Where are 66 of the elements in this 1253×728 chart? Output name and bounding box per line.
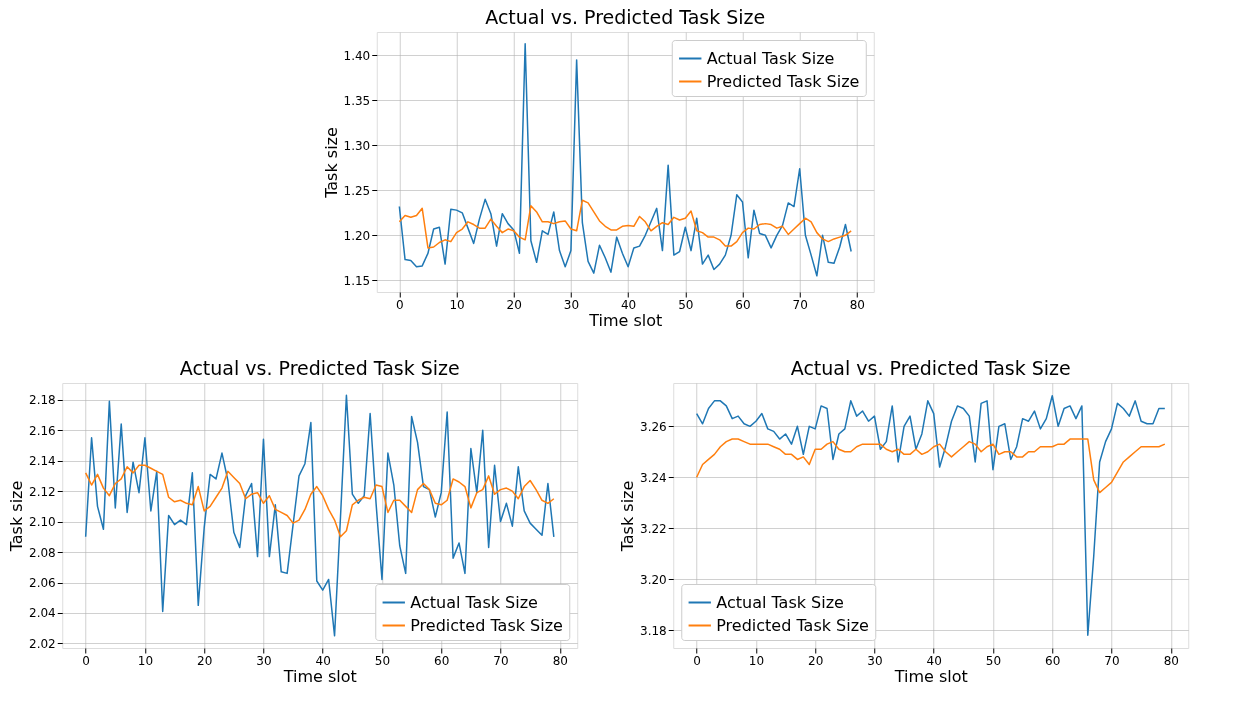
line-series xyxy=(695,438,1166,494)
y-axis-title: Task size xyxy=(618,480,638,553)
x-tick-label: 50 xyxy=(374,653,391,668)
chart-title: Actual vs. Predicted Task Size xyxy=(790,357,1071,379)
y-tick-label: 2.18 xyxy=(29,393,56,408)
x-tick-label: 70 xyxy=(1104,653,1120,668)
x-tick-label: 10 xyxy=(449,297,465,312)
y-axis-title: Task size xyxy=(321,127,341,199)
x-tick-label: 30 xyxy=(867,653,883,668)
x-axis-title: Time slot xyxy=(282,666,357,686)
y-tick-label: 1.15 xyxy=(343,273,371,288)
x-tick-label: 30 xyxy=(256,653,272,668)
x-tick-label: 20 xyxy=(808,653,824,668)
x-tick-label: 60 xyxy=(735,297,751,312)
chart-title: Actual vs. Predicted Task Size xyxy=(179,357,460,379)
x-tick-label: 30 xyxy=(563,297,580,312)
line-series xyxy=(398,199,852,249)
x-tick-label: 60 xyxy=(434,653,450,668)
x-tick-label: 0 xyxy=(82,653,90,668)
x-tick-label: 80 xyxy=(552,653,568,668)
chart-title: Actual vs. Predicted Task Size xyxy=(485,6,766,28)
y-tick-label: 1.35 xyxy=(343,93,371,108)
y-tick-label: 3.22 xyxy=(640,521,667,536)
y-tick-label: 2.06 xyxy=(29,576,56,591)
x-tick-label: 50 xyxy=(985,653,1002,668)
y-tick-label: 1.20 xyxy=(343,228,371,243)
x-tick-label: 40 xyxy=(620,297,637,312)
legend-label: Predicted Task Size xyxy=(410,615,563,635)
x-tick-label: 0 xyxy=(693,653,701,668)
x-tick-label: 60 xyxy=(1045,653,1061,668)
x-tick-label: 0 xyxy=(396,297,404,312)
x-axis-title: Time slot xyxy=(588,310,663,330)
x-tick-label: 10 xyxy=(748,653,765,668)
y-tick-label: 2.14 xyxy=(29,454,56,469)
y-tick-label: 2.02 xyxy=(29,636,56,651)
x-tick-label: 20 xyxy=(197,653,213,668)
x-tick-label: 70 xyxy=(493,653,509,668)
x-tick-label: 40 xyxy=(315,653,331,668)
y-tick-label: 1.40 xyxy=(343,48,371,63)
y-tick-label: 1.25 xyxy=(343,183,371,198)
x-tick-label: 80 xyxy=(849,297,866,312)
y-tick-label: 2.16 xyxy=(29,423,56,438)
y-tick-label: 3.20 xyxy=(640,572,667,587)
y-tick-label: 2.08 xyxy=(29,545,56,560)
legend-label: Actual Task Size xyxy=(706,48,835,68)
x-tick-label: 40 xyxy=(926,653,942,668)
y-tick-label: 3.18 xyxy=(640,623,667,638)
legend-label: Predicted Task Size xyxy=(706,71,860,91)
y-axis-title: Task size xyxy=(7,480,27,553)
legend-label: Actual Task Size xyxy=(716,592,844,612)
line-series xyxy=(695,394,1166,637)
y-tick-label: 3.26 xyxy=(640,419,667,434)
legend-label: Predicted Task Size xyxy=(716,615,869,635)
x-axis-title: Time slot xyxy=(893,666,968,686)
y-tick-label: 2.04 xyxy=(29,606,56,621)
y-tick-label: 2.12 xyxy=(29,484,56,499)
line-series xyxy=(84,464,555,538)
x-tick-label: 20 xyxy=(506,297,522,312)
y-tick-label: 1.30 xyxy=(343,138,371,153)
x-tick-label: 70 xyxy=(792,297,808,312)
legend-label: Actual Task Size xyxy=(410,592,538,612)
x-tick-label: 10 xyxy=(137,653,154,668)
x-tick-label: 50 xyxy=(678,297,694,312)
y-tick-label: 3.24 xyxy=(640,470,667,485)
y-tick-label: 2.10 xyxy=(29,515,56,530)
x-tick-label: 80 xyxy=(1163,653,1179,668)
